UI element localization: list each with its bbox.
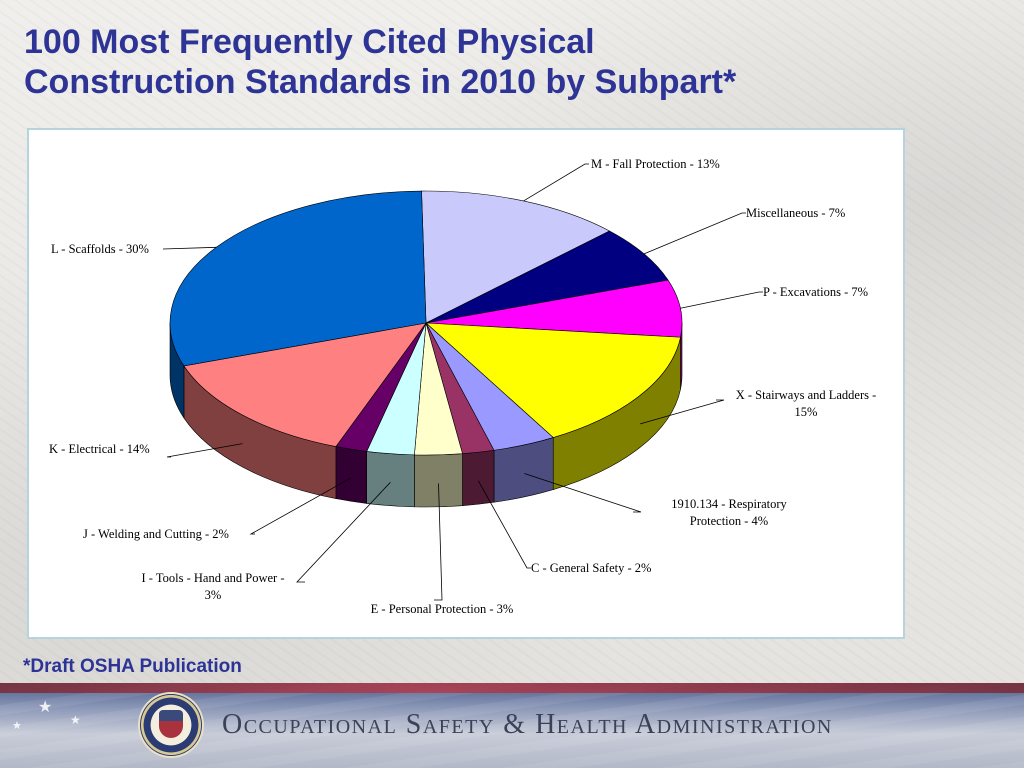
pie-slice-label: E - Personal Protection - 3%: [371, 602, 514, 616]
pie-leader-line: [643, 212, 746, 255]
pie-slice-side: [462, 449, 495, 506]
pie-slice-label: I - Tools - Hand and Power -: [142, 571, 285, 585]
pie-side-walls: [169, 322, 683, 508]
pie-slice-label: X - Stairways and Ladders -: [736, 388, 877, 402]
pie-labels: M - Fall Protection - 13% Miscellaneous -…: [49, 157, 876, 616]
pie-leader-lines: [162, 163, 763, 601]
pie-top-faces: [169, 190, 683, 456]
slide-title-line-2: Construction Standards in 2010 by Subpar…: [24, 63, 737, 101]
pie-slice-label: C - General Safety - 2%: [531, 561, 651, 575]
pie-leader-line: [296, 482, 391, 583]
pie-slice-label: 3%: [205, 588, 222, 602]
department-of-labor-seal-icon: [140, 694, 202, 756]
chart-frame: M - Fall Protection - 13% Miscellaneous -…: [27, 128, 905, 639]
pie-slice-label: Miscellaneous - 7%: [746, 206, 845, 220]
pie-leader-line: [166, 443, 243, 458]
pie-slice-side: [335, 446, 367, 504]
pie-slice-label: 1910.134 - Respiratory: [671, 497, 787, 511]
star-icon: ★: [12, 719, 22, 732]
star-icon: ★: [70, 713, 81, 727]
pie-slice-side: [414, 453, 463, 508]
pie-slice-label: K - Electrical - 14%: [49, 442, 150, 456]
pie-slice-label: J - Welding and Cutting - 2%: [83, 527, 229, 541]
pie-leader-line: [249, 477, 352, 535]
pie-slice: [425, 230, 669, 324]
pie-slice-label: Protection - 4%: [690, 514, 768, 528]
pie-leader-line: [162, 246, 217, 250]
pie-leader-line: [478, 480, 531, 569]
pie-leader-line: [524, 473, 642, 513]
pie-slice-side: [366, 451, 415, 508]
star-icon: ★: [38, 697, 53, 716]
pie-chart: M - Fall Protection - 13% Miscellaneous -…: [49, 157, 876, 616]
footnote: *Draft OSHA Publication: [23, 656, 242, 677]
pie-slice: [169, 190, 427, 367]
pie-slice: [425, 279, 683, 338]
pie-leader-line: [680, 291, 763, 309]
pie-leader-line: [640, 399, 725, 425]
pie-leader-line: [523, 163, 589, 202]
pie-slice-label: P - Excavations - 7%: [763, 285, 868, 299]
pie-slice-label: L - Scaffolds - 30%: [51, 242, 149, 256]
banner-flag-stripe: [0, 683, 1024, 693]
pie-slice-label: M - Fall Protection - 13%: [591, 157, 720, 171]
agency-banner: ★ ★ ★ Occupational Safety & Health Admin…: [0, 683, 1024, 768]
pie-slice: [421, 190, 611, 324]
eagle-shield-icon: [159, 710, 183, 738]
pie-leader-line: [434, 483, 443, 601]
slide-title: 100 Most Frequently Cited Physical Const…: [24, 22, 964, 102]
pie-slice: [183, 322, 427, 447]
pie-slice-label: 15%: [795, 405, 818, 419]
slide-title-line-1: 100 Most Frequently Cited Physical: [24, 23, 595, 61]
pie-slice: [425, 322, 681, 438]
agency-name: Occupational Safety & Health Administrat…: [222, 709, 833, 740]
